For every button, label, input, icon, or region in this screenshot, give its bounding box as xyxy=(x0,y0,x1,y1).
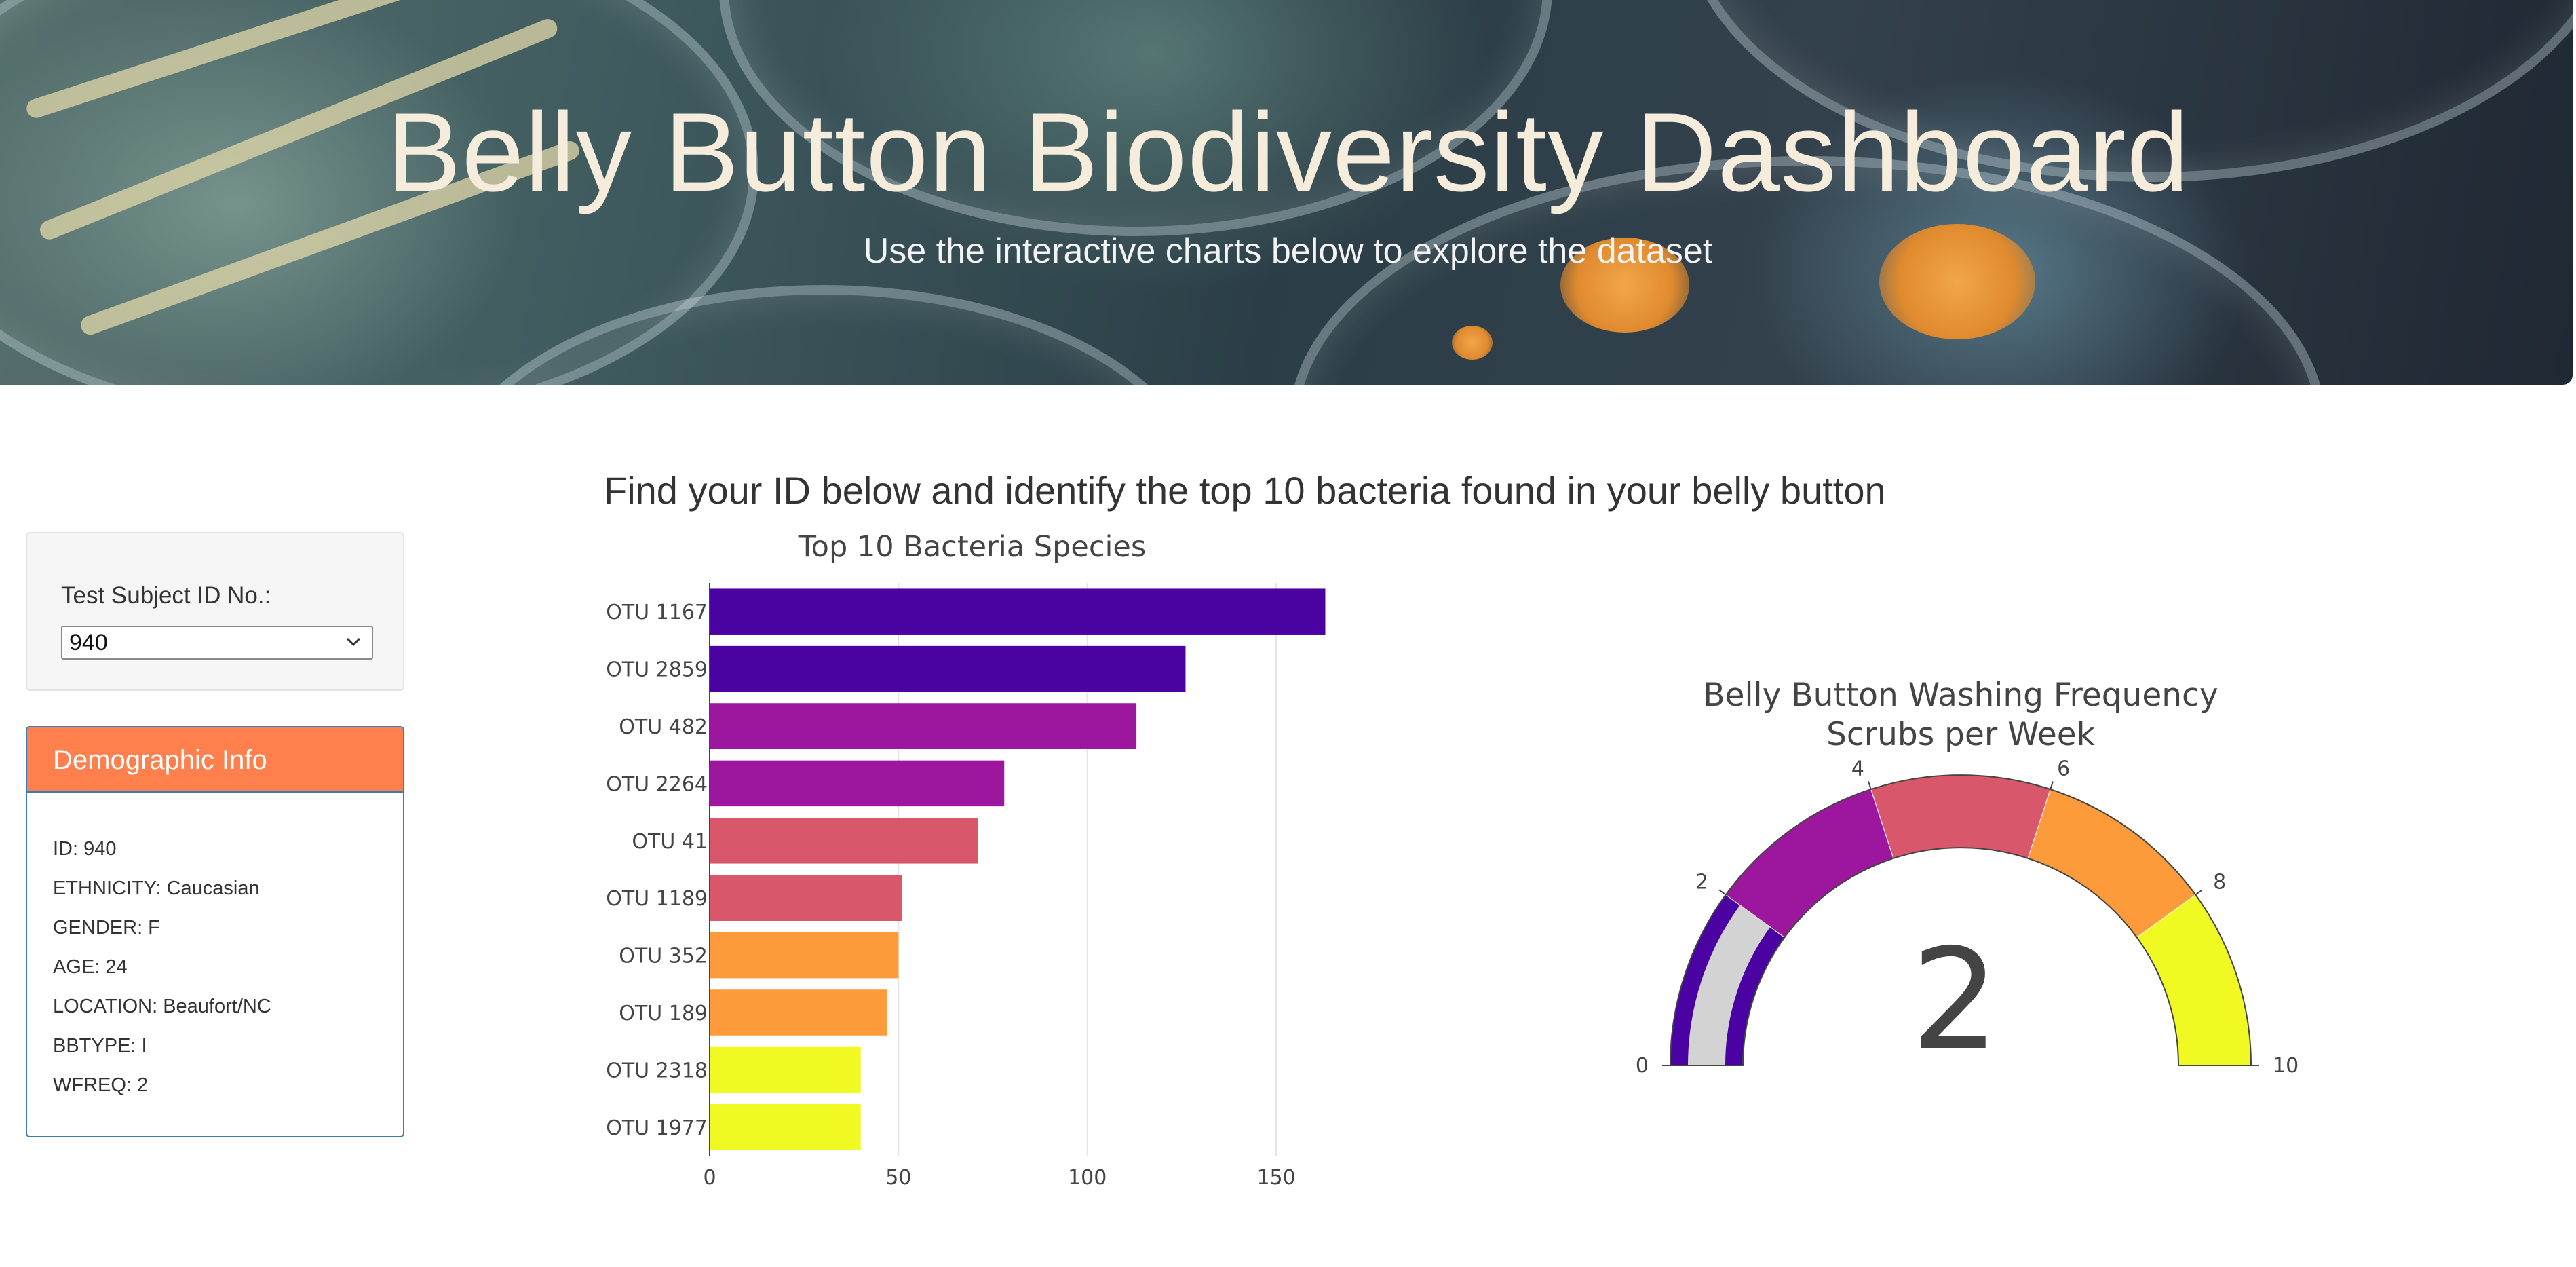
bar-chart-category-label: OTU 189 xyxy=(619,1002,708,1025)
gauge-value-bar xyxy=(1688,905,1771,1065)
demographic-line: LOCATION: Beaufort/NC xyxy=(53,996,271,1017)
demographic-line: WFREQ: 2 xyxy=(53,1074,149,1096)
gauge-tick-label: 2 xyxy=(1695,871,1708,894)
gauge-step xyxy=(1870,774,2051,859)
demographic-info-body: ID: 940 ETHNICITY: Caucasian GENDER: F A… xyxy=(27,793,403,1105)
demographic-line: ID: 940 xyxy=(53,838,117,860)
demographic-info-title: Demographic Info xyxy=(27,727,403,793)
gauge-tick-label: 0 xyxy=(1636,1054,1649,1078)
colony-image xyxy=(1879,224,2035,339)
bar-chart-xtick-label: 100 xyxy=(1068,1166,1107,1190)
demographic-line: AGE: 24 xyxy=(53,956,128,978)
bar-chart-category-label: OTU 41 xyxy=(632,830,708,854)
gauge-tick xyxy=(2195,889,2203,896)
gauge-tick-label: 4 xyxy=(1851,757,1864,781)
colony-image xyxy=(1452,326,1493,360)
bar-chart-category-label: OTU 482 xyxy=(619,715,708,739)
bar-chart-category-label: OTU 352 xyxy=(619,945,708,968)
bar-chart-xtick-label: 50 xyxy=(885,1166,911,1190)
top10-bar-chart: Top 10 Bacteria Species 0 50 100 150 OTU 1167… xyxy=(606,530,1326,1190)
gauge-tick-label: 6 xyxy=(2057,757,2070,781)
gauge-outline xyxy=(1669,774,2252,1066)
bar[interactable] xyxy=(710,932,899,979)
gauge-tick xyxy=(2050,781,2054,790)
demographic-line: BBTYPE: I xyxy=(53,1035,147,1057)
bar-chart-category-label: OTU 2318 xyxy=(606,1059,708,1082)
gauge-title: Belly Button Washing Frequency xyxy=(1703,677,2218,714)
bar-chart-xtick-label: 150 xyxy=(1256,1166,1295,1190)
gauge-tick xyxy=(1718,889,1727,896)
bar-chart-xtick-label: 0 xyxy=(703,1166,716,1190)
hero-banner: Belly Button Biodiversity Dashboard Use … xyxy=(0,0,2573,385)
demographic-info-panel: Demographic Info ID: 940 ETHNICITY: Cauc… xyxy=(26,726,404,1137)
bar-chart-category-label: OTU 2859 xyxy=(606,658,708,682)
gauge-tick-label: 10 xyxy=(2273,1054,2299,1078)
subject-id-select[interactable]: 940 xyxy=(61,626,373,660)
subject-selector-panel: Test Subject ID No.: 940 xyxy=(26,532,404,691)
page-title: Belly Button Biodiversity Dashboard xyxy=(386,90,2190,214)
gauge-value: 2 xyxy=(1911,920,1999,1081)
chevron-down-icon xyxy=(346,637,361,647)
bar-chart-category-label: OTU 1977 xyxy=(606,1116,708,1140)
bar[interactable] xyxy=(710,1104,861,1150)
bar-chart-category-label: OTU 1189 xyxy=(606,887,708,911)
colony-image xyxy=(1560,238,1689,333)
bar[interactable] xyxy=(710,703,1137,749)
gauge-tick-label: 8 xyxy=(2213,871,2226,894)
subject-id-value: 940 xyxy=(69,630,108,656)
bar-chart-title: Top 10 Bacteria Species xyxy=(798,530,1147,564)
bar[interactable] xyxy=(710,760,1005,807)
bar-chart-category-label: OTU 1167 xyxy=(606,601,708,624)
bar[interactable] xyxy=(710,645,1186,692)
bar[interactable] xyxy=(710,818,978,864)
instructions-heading: Find your ID below and identify the top … xyxy=(604,469,1886,512)
demographic-line: ETHNICITY: Caucasian xyxy=(53,877,260,899)
demographic-line: GENDER: F xyxy=(53,917,160,939)
bar[interactable] xyxy=(710,1046,861,1093)
bar[interactable] xyxy=(710,875,902,921)
gauge-subtitle: Scrubs per Week xyxy=(1826,716,2096,753)
bar[interactable] xyxy=(710,989,887,1036)
subject-id-label: Test Subject ID No.: xyxy=(61,582,271,609)
gauge-tick xyxy=(1868,781,1872,790)
bar[interactable] xyxy=(710,588,1326,635)
page-subtitle: Use the interactive charts below to expl… xyxy=(863,231,1713,271)
bar-chart-category-label: OTU 2264 xyxy=(606,772,708,796)
